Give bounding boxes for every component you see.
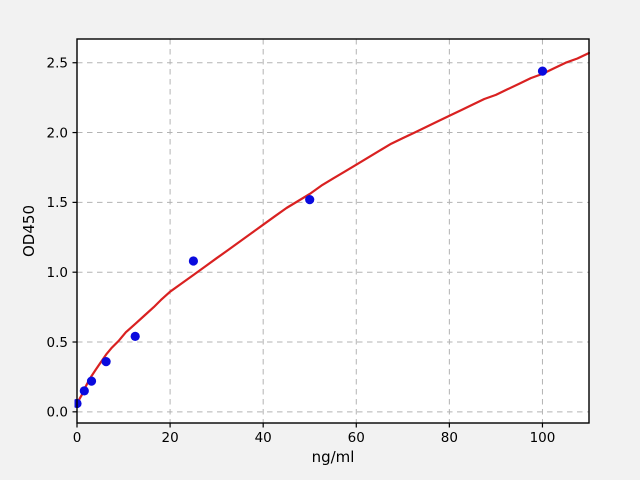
x-tick-label: 40 [255, 430, 272, 446]
plot-background [77, 39, 589, 423]
plot-area [77, 39, 589, 423]
y-tick-label: 1.0 [47, 265, 68, 281]
axes-spines [76, 38, 590, 424]
data-layer [74, 51, 590, 409]
data-point [188, 256, 198, 266]
x-axis-label: ng/ml [312, 448, 355, 466]
data-point [74, 398, 82, 409]
y-axis-label: OD450 [20, 205, 38, 257]
data-point [305, 195, 315, 205]
data-point [86, 376, 97, 386]
x-tick-label: 20 [161, 430, 178, 446]
x-tick-label: 80 [441, 430, 458, 446]
x-tick-label: 100 [530, 430, 556, 446]
data-point [537, 66, 548, 76]
tick-marks-and-labels: 0 20 40 60 80 100 0.0 0.5 1.0 1.5 2.0 2.5 [47, 56, 556, 446]
y-tick-label: 1.5 [47, 195, 68, 211]
y-tick-label: 2.0 [47, 125, 68, 141]
data-point [79, 386, 89, 396]
fit-curve-path [75, 51, 590, 406]
x-tick-label: 60 [348, 430, 365, 446]
y-tick-label: 2.5 [47, 56, 68, 72]
y-tick-label: 0.0 [47, 405, 68, 421]
y-tick-label: 0.5 [47, 335, 68, 351]
data-point [101, 357, 111, 367]
x-tick-label: 0 [73, 430, 82, 446]
axes-border [76, 38, 590, 424]
data-point [130, 331, 140, 341]
grid-lines [76, 39, 589, 423]
